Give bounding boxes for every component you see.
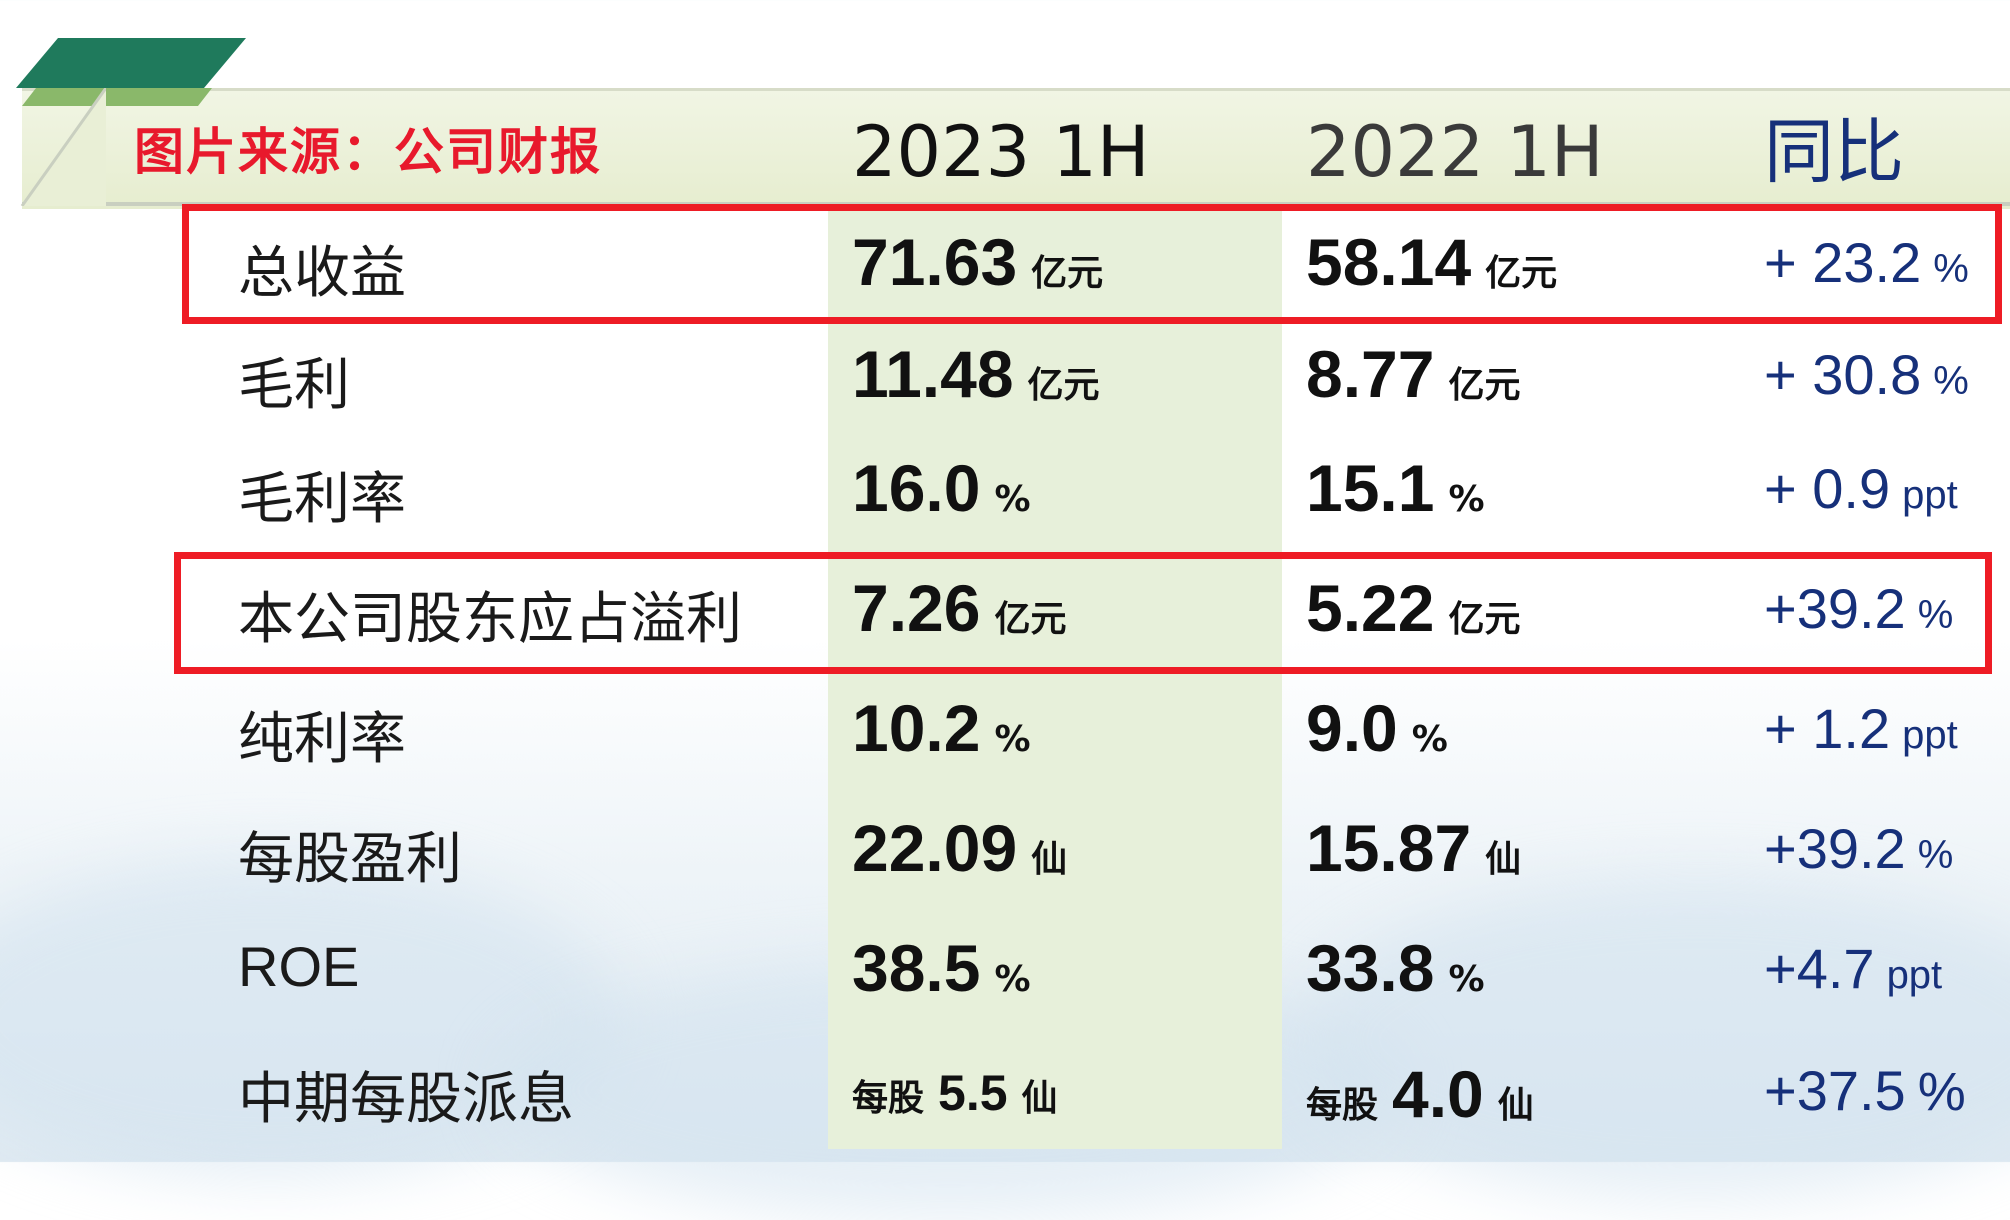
value-2022: 15.1% xyxy=(1306,451,1485,525)
value-2023: 16.0% xyxy=(852,451,1031,525)
background-cloud xyxy=(1300,880,2010,1200)
value-2023: 11.48 亿元 xyxy=(852,337,1100,411)
value-yoy: + 23.2% xyxy=(1764,231,1969,294)
value-2023: 71.63 亿元 xyxy=(852,225,1104,299)
value-yoy: +37.5% xyxy=(1764,1059,1966,1122)
value-2023: 22.09 仙 xyxy=(852,811,1068,885)
value-2022: 5.22 亿元 xyxy=(1306,571,1521,645)
value-yoy: +39.2% xyxy=(1764,577,1954,640)
value-2022: 33.8% xyxy=(1306,931,1485,1005)
table-row: 每股盈利 22.09 仙 15.87 仙 +39.2% xyxy=(0,796,2010,912)
table-row: 中期每股派息 每股 5.5 仙 每股 4.0 仙 +37.5% xyxy=(0,1036,2010,1152)
row-label: ROE xyxy=(238,935,360,998)
highlight-column-2023 xyxy=(828,206,1282,1149)
row-label: 纯利率 xyxy=(238,707,406,772)
decorative-green-stripe xyxy=(16,38,246,106)
column-header-2023: 2023 1H xyxy=(852,111,1150,193)
column-header-2022: 2022 1H xyxy=(1306,111,1604,193)
source-label: 图片来源：公司财报 xyxy=(134,123,602,181)
highlight-box-total-revenue xyxy=(182,204,2002,324)
table-row: 毛利率 16.0% 15.1% + 0.9 ppt xyxy=(0,436,2010,552)
row-label: 中期每股派息 xyxy=(238,1067,574,1132)
value-2023: 每股 5.5 仙 xyxy=(852,1065,1058,1121)
value-yoy: + 30.8% xyxy=(1764,343,1969,406)
value-2022: 9.0% xyxy=(1306,691,1448,765)
header-band xyxy=(22,88,2010,209)
row-label: 总收益 xyxy=(238,241,406,306)
value-2022: 8.77 亿元 xyxy=(1306,337,1521,411)
value-yoy: +39.2% xyxy=(1764,817,1954,880)
column-header-yoy: 同比 xyxy=(1764,111,1904,193)
value-yoy: + 0.9 ppt xyxy=(1764,457,1958,520)
row-label: 毛利 xyxy=(238,353,350,418)
value-2023: 10.2% xyxy=(852,691,1031,765)
row-label: 每股盈利 xyxy=(238,827,462,892)
value-2023: 38.5% xyxy=(852,931,1031,1005)
value-yoy: + 1.2 ppt xyxy=(1764,697,1958,760)
table-row: 本公司股东应占溢利 7.26 亿元 5.22 亿元 +39.2% xyxy=(0,556,2010,672)
row-label: 毛利率 xyxy=(238,467,406,532)
table-row: ROE 38.5% 33.8% +4.7 ppt xyxy=(0,916,2010,1032)
table-row: 毛利 11.48 亿元 8.77 亿元 + 30.8% xyxy=(0,322,2010,438)
highlight-box-shareholder-profit xyxy=(174,552,1992,674)
background-cloud xyxy=(0,860,620,1180)
table-row: 总收益 71.63 亿元 58.14 亿元 + 23.2% xyxy=(0,210,2010,326)
value-2023: 7.26 亿元 xyxy=(852,571,1067,645)
table-row: 纯利率 10.2% 9.0% + 1.2 ppt xyxy=(0,676,2010,792)
value-2022: 58.14 亿元 xyxy=(1306,225,1558,299)
value-2022: 15.87 仙 xyxy=(1306,811,1522,885)
header-corner-bevel xyxy=(20,88,106,206)
row-label: 本公司股东应占溢利 xyxy=(238,587,742,652)
value-2022: 每股 4.0 仙 xyxy=(1306,1057,1534,1131)
value-yoy: +4.7 ppt xyxy=(1764,937,1943,1000)
